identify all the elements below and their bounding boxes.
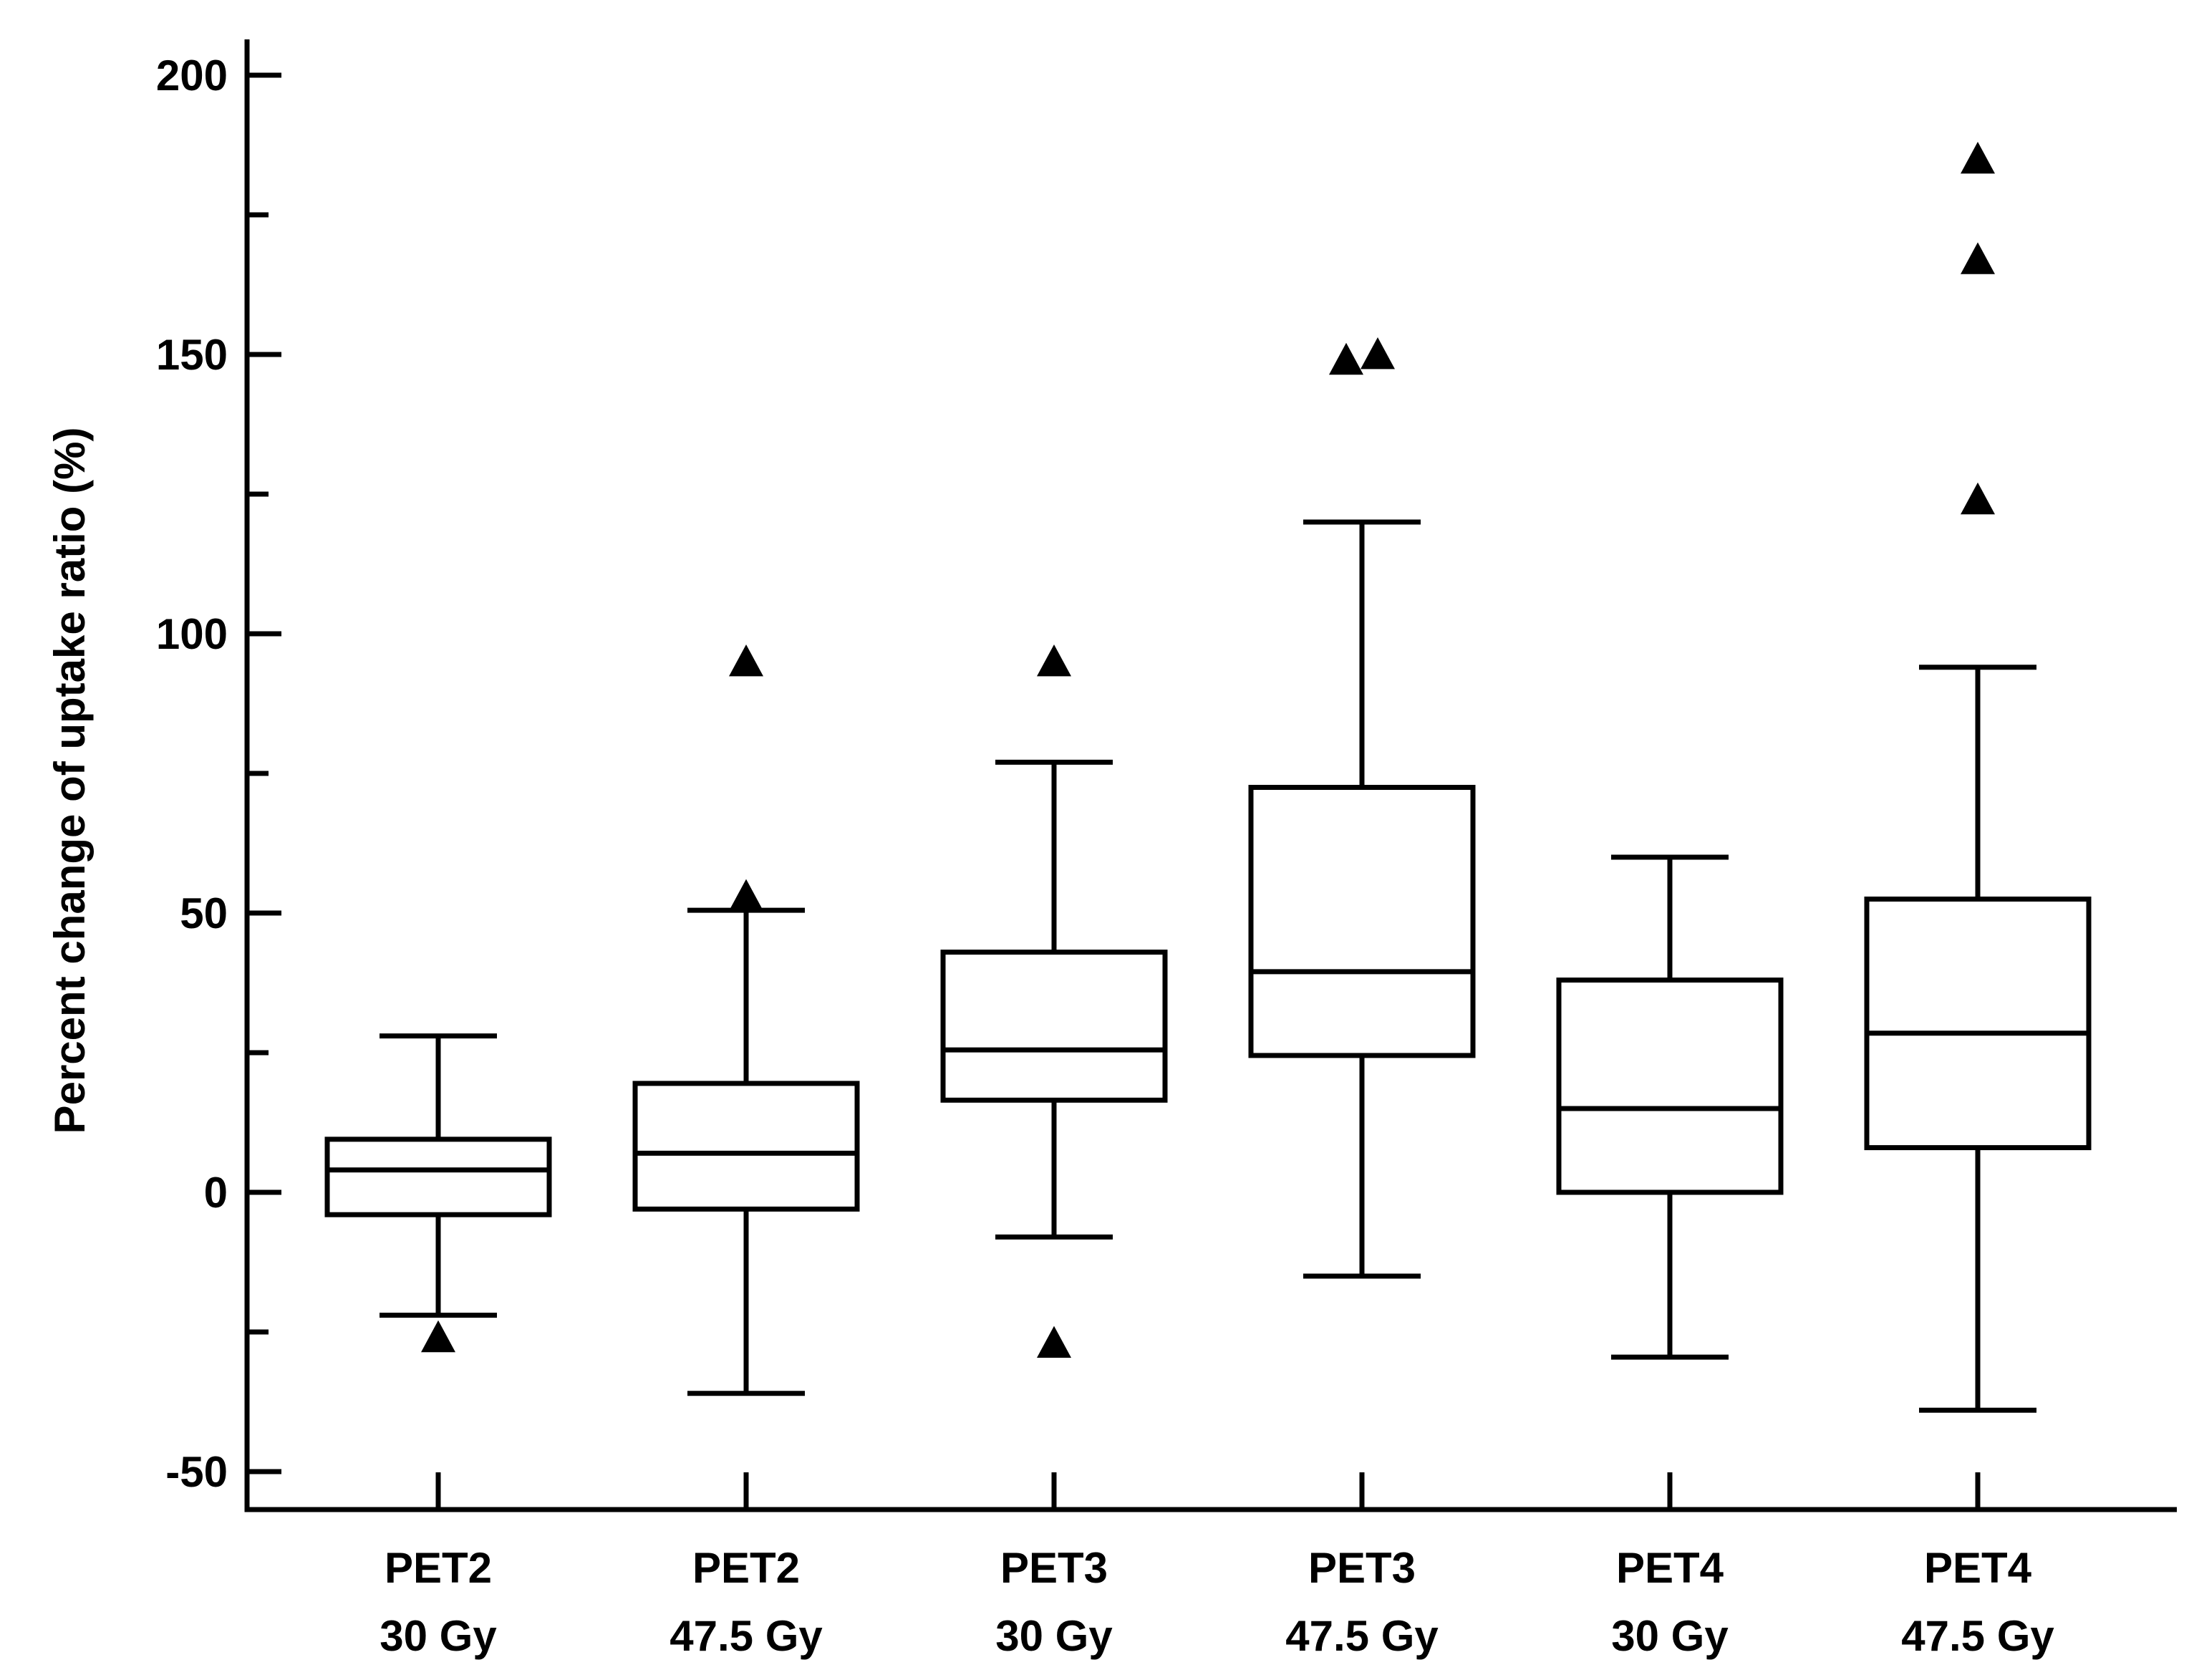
x-tick-label-line2: 30 Gy (1611, 1612, 1729, 1660)
iqr-box (1556, 977, 1784, 1195)
outlier-triangle (1961, 482, 1995, 515)
x-tick-label-line2: 47.5 Gy (670, 1612, 823, 1660)
outlier-triangle (1329, 342, 1363, 375)
outlier-triangle (1961, 242, 1995, 274)
outlier-triangle (729, 645, 763, 677)
x-tick-label-line2: 47.5 Gy (1285, 1612, 1439, 1660)
x-tick-label-line1: PET2 (692, 1544, 800, 1592)
iqr-box (1864, 897, 2092, 1151)
x-tick-label-line1: PET3 (1000, 1544, 1108, 1592)
y-tick-label: 200 (156, 52, 228, 100)
y-axis-tick-labels: -50 0 50 100 150 200 (156, 52, 228, 1496)
x-axis-ticks (435, 1472, 1981, 1510)
box-1 (324, 1033, 552, 1318)
x-tick-label-line1: PET3 (1308, 1544, 1416, 1592)
y-tick-label: 150 (156, 331, 228, 379)
x-tick-label-line2: 47.5 Gy (1901, 1612, 2054, 1660)
x-axis-tick-labels: PET2 30 Gy PET2 47.5 Gy PET3 30 Gy PET3 47.5 Gy… (380, 1544, 2054, 1660)
y-axis-label: Percent change of uptake ratio (%) (46, 428, 94, 1134)
x-tick-label-line1: PET4 (1616, 1544, 1724, 1592)
outlier-triangle (729, 879, 763, 911)
x-tick-label-line1: PET4 (1924, 1544, 2032, 1592)
x-tick-label-line2: 30 Gy (995, 1612, 1113, 1660)
outlier-triangle (421, 1320, 455, 1353)
box-2 (632, 907, 860, 1396)
box-4 (1248, 519, 1476, 1279)
y-tick-label: 50 (180, 889, 228, 937)
y-axis-ticks (247, 72, 281, 1474)
iqr-box (1248, 785, 1476, 1058)
box-5 (1556, 854, 1784, 1360)
y-tick-label: -50 (165, 1448, 228, 1496)
iqr-box (632, 1081, 860, 1212)
outlier-triangle (1361, 337, 1395, 370)
outlier-triangle (1037, 1326, 1071, 1358)
y-tick-label: 0 (204, 1169, 228, 1217)
box-3 (940, 759, 1168, 1240)
y-tick-label: 100 (156, 610, 228, 658)
outlier-triangle (1037, 645, 1071, 677)
x-tick-label-line2: 30 Gy (380, 1612, 497, 1660)
boxes (324, 519, 2092, 1413)
box-6 (1864, 665, 2092, 1413)
x-tick-label-line1: PET2 (385, 1544, 492, 1592)
outlier-markers (421, 142, 1995, 1358)
iqr-box (940, 950, 1168, 1103)
iqr-box (324, 1136, 552, 1217)
outlier-triangle (1961, 142, 1995, 174)
axes (244, 39, 2177, 1512)
